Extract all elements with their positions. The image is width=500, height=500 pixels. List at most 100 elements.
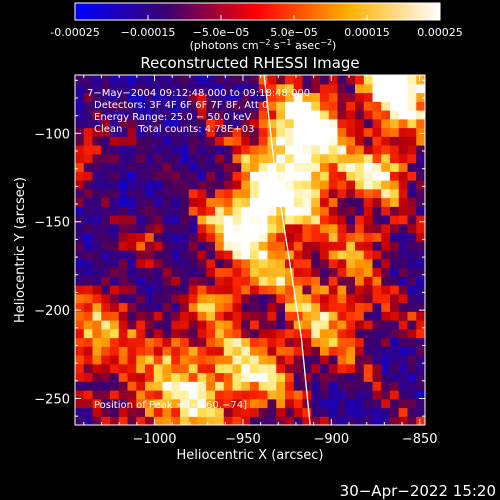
heatmap-pixel [92, 363, 102, 374]
heatmap-pixel [267, 188, 277, 199]
heatmap-pixel [92, 355, 102, 365]
heatmap-pixel [285, 337, 295, 347]
heatmap-pixel [363, 328, 374, 339]
heatmap-pixel [346, 118, 356, 129]
heatmap-pixel [258, 223, 269, 234]
heatmap-pixel [171, 241, 181, 251]
heatmap-pixel [206, 101, 216, 111]
heatmap-pixel [241, 407, 251, 417]
heatmap-pixel [285, 75, 295, 85]
heatmap-pixel [232, 118, 242, 129]
heatmap-pixel [153, 407, 164, 417]
heatmap-pixel [232, 311, 242, 321]
heatmap-pixel [92, 206, 102, 216]
heatmap-pixel [346, 127, 356, 137]
heatmap-pixel [407, 92, 417, 102]
heatmap-pixel [101, 276, 111, 286]
heatmap-pixel [232, 346, 242, 356]
heatmap-pixel [390, 180, 400, 190]
heatmap-pixel [372, 258, 382, 269]
heatmap-pixel [390, 92, 400, 102]
heatmap-pixel [355, 398, 365, 409]
heatmap-pixel [101, 206, 111, 216]
heatmap-pixel [145, 180, 155, 190]
heatmap-pixel [110, 276, 120, 286]
heatmap-pixel [206, 136, 216, 146]
heatmap-pixel [136, 363, 146, 374]
heatmap-pixel [363, 92, 374, 102]
heatmap-pixel [171, 311, 181, 321]
heatmap-pixel [267, 258, 277, 269]
heatmap-pixel [92, 311, 102, 321]
heatmap-pixel [320, 276, 330, 286]
heatmap-pixel [223, 145, 234, 155]
heatmap-pixel [250, 363, 260, 374]
x-tick-labels: −1000 −950 −900 −850 [133, 432, 438, 447]
heatmap-pixel [171, 398, 181, 409]
heatmap-pixel [110, 162, 120, 172]
heatmap-pixel [75, 83, 85, 94]
heatmap-pixel [75, 258, 85, 269]
heatmap-pixel [293, 215, 304, 225]
heatmap-pixel [223, 363, 234, 374]
heatmap-pixel [241, 285, 251, 295]
heatmap-pixel [197, 110, 207, 120]
heatmap-pixel [337, 180, 347, 190]
heatmap-pixel [337, 223, 347, 234]
heatmap-pixel [118, 320, 129, 330]
heatmap-pixel [372, 320, 382, 330]
heatmap-pixel [416, 416, 425, 425]
heatmap-pixel [372, 311, 382, 321]
heatmap-pixel [337, 302, 347, 312]
heatmap-pixel [223, 110, 234, 120]
heatmap-pixel [320, 162, 330, 172]
heatmap-pixel [346, 92, 356, 102]
heatmap-pixel [390, 398, 400, 409]
heatmap-pixel [381, 171, 391, 181]
heatmap-pixel [197, 83, 207, 94]
heatmap-pixel [398, 311, 409, 321]
heatmap-pixel [407, 390, 417, 400]
heatmap-pixel [241, 355, 251, 365]
heatmap-pixel [267, 92, 277, 102]
heatmap-pixel [363, 355, 374, 365]
heatmap-pixel [118, 188, 129, 199]
heatmap-pixel [267, 302, 277, 312]
heatmap-pixel [171, 75, 181, 85]
heatmap-pixel [180, 110, 190, 120]
heatmap-pixel [355, 372, 365, 382]
heatmap-pixel [232, 153, 242, 164]
heatmap-pixel [398, 346, 409, 356]
heatmap-pixel [381, 258, 391, 269]
heatmap-pixel [136, 101, 146, 111]
heatmap-pixel [320, 83, 330, 94]
heatmap-pixel [136, 337, 146, 347]
heatmap-pixel [153, 372, 164, 382]
heatmap-pixel [127, 162, 137, 172]
heatmap-pixel [355, 215, 365, 225]
heatmap-pixel [197, 241, 207, 251]
heatmap-pixel [346, 328, 356, 339]
heatmap-pixel [232, 215, 242, 225]
heatmap-pixel [241, 250, 251, 260]
heatmap-pixel [75, 110, 85, 120]
heatmap-pixel [311, 320, 321, 330]
heatmap-pixel [398, 83, 409, 94]
heatmap-pixel [153, 241, 164, 251]
heatmap-pixel [206, 162, 216, 172]
heatmap-pixel [127, 302, 137, 312]
heatmap-pixel [180, 293, 190, 304]
heatmap-pixel [162, 311, 172, 321]
heatmap-pixel [302, 285, 312, 295]
heatmap-pixel [118, 171, 129, 181]
heatmap-pixel [153, 302, 164, 312]
heatmap-pixel [250, 407, 260, 417]
heatmap-pixel [171, 171, 181, 181]
heatmap-pixel [110, 381, 120, 391]
heatmap-pixel [232, 145, 242, 155]
heatmap-pixel [223, 197, 234, 207]
heatmap-pixel [407, 232, 417, 242]
heatmap-pixel [127, 258, 137, 269]
heatmap-pixel [215, 372, 225, 382]
heatmap-pixel [118, 118, 129, 129]
